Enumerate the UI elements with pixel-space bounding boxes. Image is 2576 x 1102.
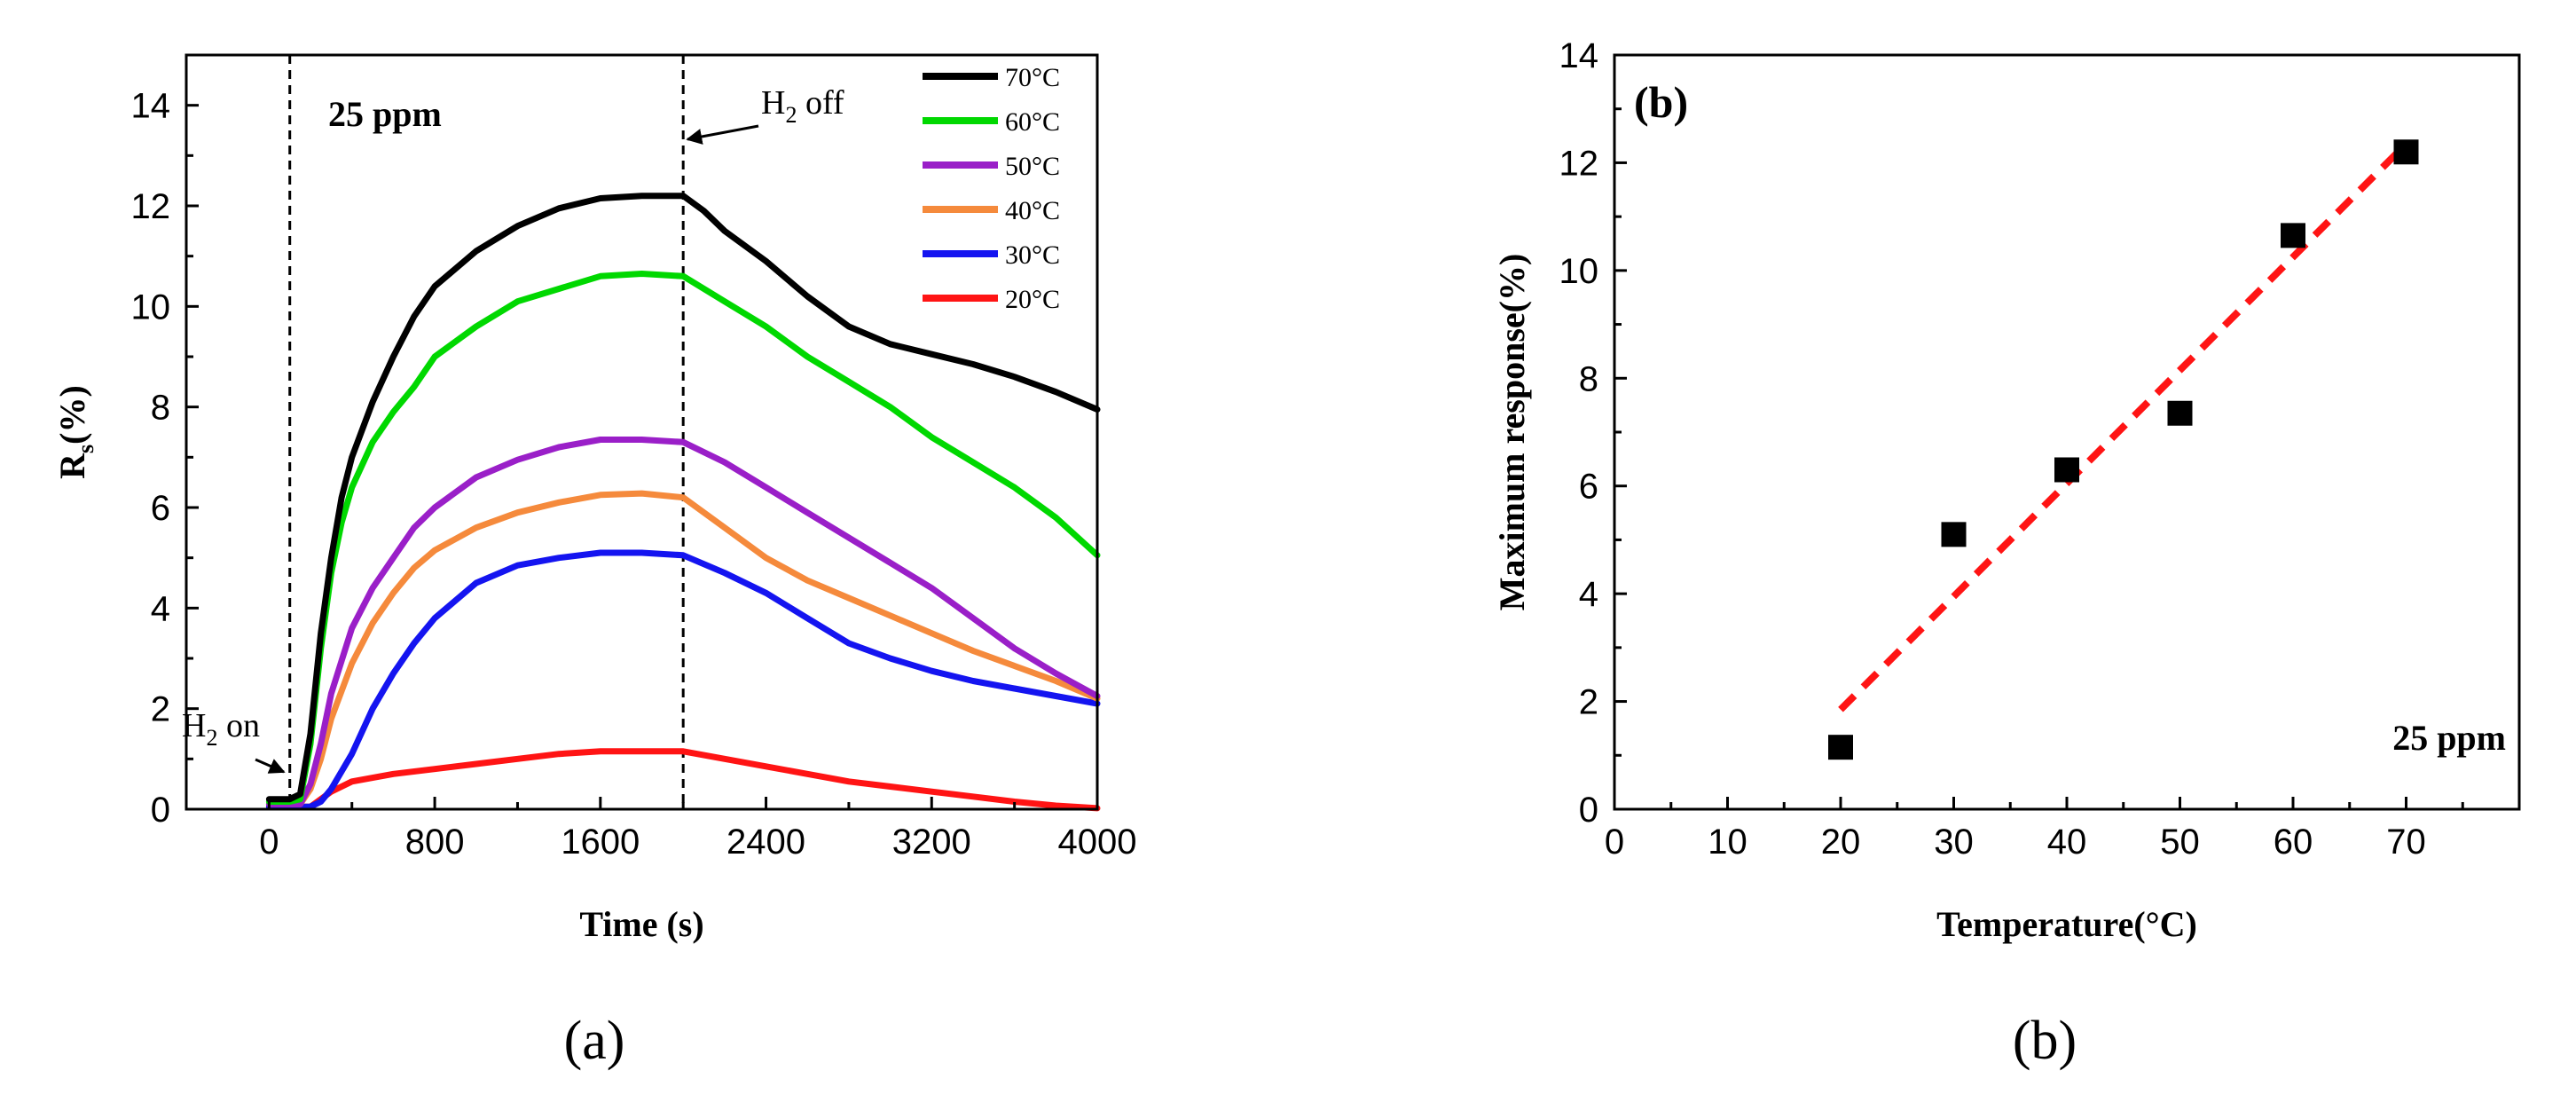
legend-label-40c: 40°C xyxy=(1005,196,1060,225)
panel-b-y-tick-label: 6 xyxy=(1579,468,1598,507)
panel-b-x-tick-label: 10 xyxy=(1708,823,1747,862)
panel-b-ticks: 0 10 20 30 40 50 60 70 0 2 4 6 8 10 12 14 xyxy=(1559,36,2464,862)
panel-b-chart: 0 10 20 30 40 50 60 70 0 2 4 6 8 10 12 14 (b) 25 ppm Te… xyxy=(1492,36,2521,1071)
panel-b-x-tick-label: 40 xyxy=(2047,823,2087,862)
panel-b-data-point xyxy=(2167,400,2193,426)
panel-b-x-tick-label: 70 xyxy=(2386,823,2426,862)
panel-b-x-tick-label: 0 xyxy=(1605,823,1624,862)
panel-b-y-tick-label: 12 xyxy=(1559,144,1599,183)
panel-a-x-axis-title: Time (s) xyxy=(579,904,703,944)
panel-a-x-tick-label: 4000 xyxy=(1058,823,1137,862)
panel-a-y-tick-label: 2 xyxy=(151,690,170,729)
panel-b-title-label: (b) xyxy=(1634,77,1688,127)
series-line-50c xyxy=(265,437,1101,807)
panel-a-chart: 0 800 1600 2400 3200 4000 0 2 4 6 8 10 12 14 25 ppm H… xyxy=(52,53,1137,1071)
panel-b-y-tick-label: 4 xyxy=(1579,575,1598,614)
panel-a-gas-off-arrow xyxy=(686,124,759,145)
panel-b-x-tick-label: 60 xyxy=(2274,823,2313,862)
panel-a-y-tick-label: 10 xyxy=(131,287,171,327)
series-line-70c xyxy=(265,193,1101,803)
panel-b-y-tick-label: 0 xyxy=(1579,791,1598,830)
panel-a-x-tick-label: 2400 xyxy=(726,823,805,862)
legend-label-30c: 30°C xyxy=(1005,240,1060,270)
panel-a-concentration-label: 25 ppm xyxy=(328,94,442,134)
panel-a-x-tick-label: 0 xyxy=(259,823,279,862)
panel-a-annotations: 25 ppm H2 on H2 off xyxy=(182,84,844,774)
panel-b-fit-line-group xyxy=(1838,141,2409,712)
panel-a-caption: (a) xyxy=(564,1011,625,1071)
panel-b-concentration-label: 25 ppm xyxy=(2392,718,2506,758)
panel-a-y-tick-label: 0 xyxy=(151,791,170,830)
panel-a-y-tick-label: 8 xyxy=(151,389,170,428)
panel-b-y-tick-label: 10 xyxy=(1559,252,1599,291)
panel-b-y-axis-title: Maximum response(%) xyxy=(1492,254,1532,611)
panel-a-ticks: 0 800 1600 2400 3200 4000 0 2 4 6 8 10 12 14 xyxy=(131,87,1137,862)
panel-a-x-tick-label: 3200 xyxy=(892,823,971,862)
panel-b-x-axis-title: Temperature(°C) xyxy=(1936,904,2197,944)
panel-b-y-tick-label: 8 xyxy=(1579,359,1598,398)
panel-a-y-tick-label: 14 xyxy=(131,87,171,126)
panel-b-points xyxy=(1828,139,2419,760)
panel-a-y-tick-label: 4 xyxy=(151,589,170,628)
panel-a-x-tick-label: 1600 xyxy=(561,823,640,862)
panel-b-x-tick-label: 30 xyxy=(1934,823,1974,862)
panel-b-caption: (b) xyxy=(2013,1011,2077,1071)
legend-label-60c: 60°C xyxy=(1005,107,1060,137)
series-line-20c xyxy=(265,748,1101,812)
panel-b-y-tick-label: 14 xyxy=(1559,36,1599,75)
panel-b-y-tick-label: 2 xyxy=(1579,683,1598,722)
panel-b-x-tick-label: 20 xyxy=(1821,823,1861,862)
panel-a-series-group xyxy=(265,193,1101,812)
panel-a-y-tick-label: 6 xyxy=(151,489,170,528)
panel-a-x-tick-label: 800 xyxy=(405,823,465,862)
panel-a-legend: 70°C 60°C 50°C 40°C 30°C 20°C xyxy=(923,63,1060,314)
panel-b-x-tick-label: 50 xyxy=(2160,823,2200,862)
panel-a-gas-on-label: H2 on xyxy=(182,707,260,751)
panel-b-fit-line xyxy=(1838,141,2409,712)
panel-a-y-axis-title: Rs(%) xyxy=(52,385,98,479)
panel-b-data-point xyxy=(2393,139,2419,165)
series-line-40c xyxy=(265,490,1101,807)
panel-a-gridlines xyxy=(288,55,685,809)
legend-label-70c: 70°C xyxy=(1005,63,1060,92)
panel-a-plot-frame xyxy=(185,53,1099,811)
legend-label-50c: 50°C xyxy=(1005,152,1060,181)
panel-a-gas-on-arrow xyxy=(255,758,286,774)
panel-b-data-point xyxy=(2054,457,2079,483)
panel-a-y-tick-label: 12 xyxy=(131,187,171,226)
legend-label-20c: 20°C xyxy=(1005,285,1060,314)
panel-a-gas-off-label: H2 off xyxy=(761,84,844,128)
panel-b-data-point xyxy=(1941,522,1967,547)
series-line-30c xyxy=(265,549,1101,810)
panel-b-data-point xyxy=(2281,223,2305,248)
panel-b-data-point xyxy=(1828,735,1853,760)
